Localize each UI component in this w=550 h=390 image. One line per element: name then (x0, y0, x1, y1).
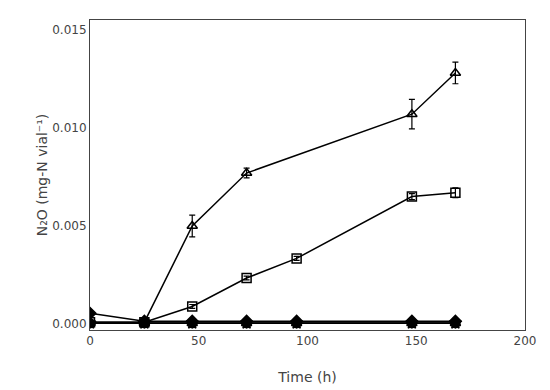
svg-text:Time (h): Time (h) (277, 369, 337, 385)
svg-text:0.010: 0.010 (52, 121, 86, 135)
svg-text:0.000: 0.000 (52, 317, 86, 331)
svg-text:N₂O (mg-N vial⁻¹): N₂O (mg-N vial⁻¹) (34, 114, 50, 237)
svg-text:200: 200 (514, 334, 537, 348)
svg-text:0: 0 (86, 334, 94, 348)
svg-text:50: 50 (191, 334, 206, 348)
svg-text:100: 100 (296, 334, 319, 348)
svg-text:150: 150 (405, 334, 428, 348)
svg-text:0.005: 0.005 (52, 219, 86, 233)
svg-text:0.015: 0.015 (52, 23, 86, 37)
